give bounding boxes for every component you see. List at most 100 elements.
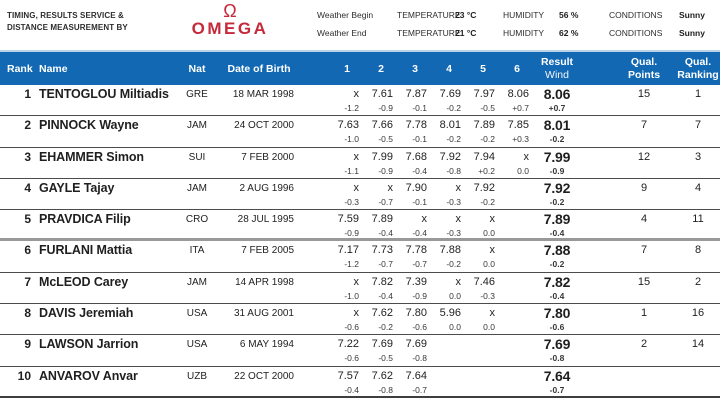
humidity-value: 62 % [559, 28, 579, 38]
result-wind: -0.2 [549, 134, 565, 145]
athlete-name-cell: EHAMMER Simon [39, 149, 144, 164]
attempt-1-cell: x -1.2 [330, 87, 364, 115]
result-cell: 7.99 -0.9 [534, 149, 580, 178]
wind-2: -0.8 [378, 384, 393, 395]
attempt-5-cell: x 0.0 [466, 243, 500, 271]
wind-1: -1.1 [344, 165, 359, 176]
qual-points-cell: 15 [637, 275, 651, 288]
attempt-4-cell: 5.96 0.0 [432, 306, 466, 334]
result-cell: 8.01 -0.2 [534, 118, 580, 146]
attempt-3-cell: 7.68 -0.4 [398, 150, 432, 178]
qual-ranking-cell [676, 369, 720, 397]
wind-4: -0.8 [446, 165, 461, 176]
wind-1: -1.0 [344, 290, 359, 301]
wind-4: -0.2 [446, 134, 461, 145]
wind-6 [500, 384, 534, 397]
wind-3: -0.4 [412, 165, 427, 176]
qual-points-cell: 7 [640, 119, 648, 132]
attempt-5-cell: 7.89 -0.2 [466, 118, 500, 146]
rank-cell: 6 [24, 243, 31, 258]
temperature-label: TEMPERATURE [397, 10, 461, 20]
attempt-5-cell: x 0.0 [466, 306, 500, 334]
table-row: 3 EHAMMER Simon SUI 7 FEB 2000 x -1.1 7.9… [0, 148, 720, 179]
attempt-3-cell: 7.80 -0.6 [398, 306, 432, 334]
qual-ranking-cell: 1 [694, 88, 702, 100]
athlete-name-cell: GAYLE Tajay [39, 180, 115, 195]
result-wind: -0.7 [549, 384, 565, 395]
athlete-name-cell: DAVIS Jeremiah [39, 306, 134, 321]
date-of-birth-cell: 22 OCT 2000 [234, 370, 294, 382]
date-of-birth-cell: 14 APR 1998 [235, 276, 294, 288]
table-row: 8 DAVIS Jeremiah USA 31 AUG 2001 x -0.6 7… [0, 304, 720, 336]
date-of-birth-cell: 18 MAR 1998 [232, 89, 294, 100]
wind-5: 0.0 [483, 228, 495, 239]
rank-cell: 8 [24, 306, 31, 321]
wind-2: -0.7 [378, 259, 393, 270]
attempt-4-cell: x -0.3 [432, 212, 466, 240]
athlete-name-cell: McLEOD Carey [39, 274, 129, 289]
column-header-attempt-5: 5 [480, 62, 486, 75]
attempt-3-cell: x -0.4 [398, 212, 432, 240]
wind-3: -0.1 [412, 196, 427, 207]
wind-1: -0.6 [344, 322, 359, 333]
attempt-1-cell: 7.22 -0.6 [330, 337, 364, 365]
attempt-3-cell: 7.69 -0.8 [398, 337, 432, 365]
result-cell: 7.64 -0.7 [534, 368, 580, 397]
attempt-2-cell: 7.99 -0.9 [364, 150, 398, 178]
nationality-cell: USA [186, 339, 208, 351]
conditions-label: CONDITIONS [609, 28, 663, 38]
wind-3: -0.1 [412, 134, 427, 145]
results-body: 1 TENTOGLOU Miltiadis GRE 18 MAR 1998 x-… [0, 85, 720, 398]
wind-6: +0.7 [512, 103, 529, 113]
attempt-3-cell: 7.90 -0.1 [398, 181, 432, 209]
wind-3: -0.8 [412, 353, 427, 364]
nationality-cell: ITA [189, 245, 205, 257]
result-wind: +0.7 [548, 103, 566, 113]
rank-cell: 9 [24, 337, 31, 352]
wind-4: -0.3 [446, 228, 461, 239]
attempt-2-cell: 7.89 -0.4 [364, 212, 398, 240]
qual-points-cell [612, 369, 676, 397]
result-wind: -0.9 [549, 165, 565, 176]
table-row: 9 LAWSON Jarrion USA 6 MAY 1994 7.22 -0.6… [0, 335, 720, 367]
rank-cell: 5 [24, 212, 31, 227]
attempt-4-cell [432, 369, 466, 397]
wind-1: -0.9 [344, 228, 359, 239]
nationality-cell: SUI [188, 151, 206, 163]
result-wind: -0.6 [549, 322, 565, 333]
athlete-name-cell: ANVAROV Anvar [39, 368, 138, 383]
service-credit-line1: TIMING, RESULTS SERVICE & [7, 11, 124, 20]
attempt-5-cell [466, 337, 500, 365]
result-wind: -0.8 [549, 353, 565, 364]
conditions-value: Sunny [679, 28, 705, 38]
nationality-cell: USA [186, 308, 208, 320]
table-row: 4 GAYLE Tajay JAM 2 AUG 1996 x -0.3 x -0.7… [0, 179, 720, 211]
wind-2: -0.9 [378, 103, 393, 113]
qual-ranking-cell: 2 [694, 275, 702, 288]
wind-2: -0.9 [378, 165, 393, 176]
result-cell: 7.80 -0.6 [534, 306, 580, 334]
date-of-birth-cell: 7 FEB 2000 [241, 151, 294, 163]
qual-points-cell: 12 [637, 150, 651, 163]
rank-cell: 4 [24, 180, 31, 195]
wind-1: -0.3 [344, 196, 359, 207]
attempt-2-cell: 7.73 -0.7 [364, 243, 398, 271]
temperature-value: 23 °C [455, 10, 477, 20]
athlete-name-cell: PRAVDICA Filip [39, 212, 131, 227]
date-of-birth-cell: 6 MAY 1994 [239, 339, 294, 351]
rank-cell: 1 [24, 87, 31, 101]
attempt-6-cell [500, 212, 534, 240]
result-cell: 7.89 -0.4 [534, 212, 580, 240]
attempt-1-cell: x -0.3 [330, 181, 364, 209]
athlete-name-cell: LAWSON Jarrion [39, 337, 139, 352]
attempt-6-cell: 7.85 +0.3 [500, 118, 534, 146]
wind-4: -0.3 [446, 196, 461, 207]
nationality-cell: CRO [185, 214, 209, 226]
result-wind: -0.2 [549, 196, 565, 207]
rank-cell: 3 [24, 149, 31, 164]
attempt-2-cell: 7.69 -0.5 [364, 337, 398, 365]
wind-5: +0.2 [478, 165, 495, 176]
omega-symbol-icon: Ω [223, 1, 237, 21]
attempt-3-cell: 7.87 -0.1 [398, 87, 432, 115]
column-header-rank: Rank [7, 62, 33, 75]
